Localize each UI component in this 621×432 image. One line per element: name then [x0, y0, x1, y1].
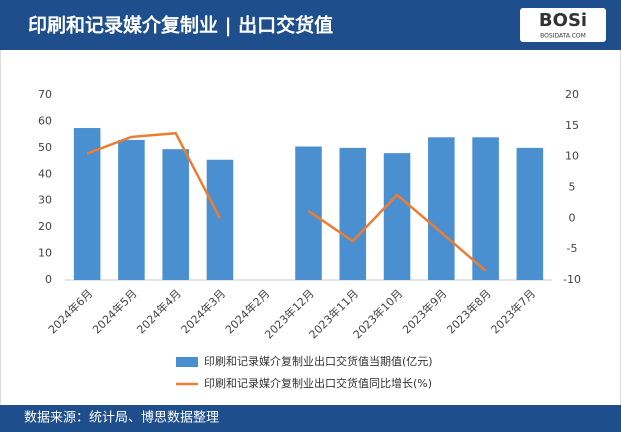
legend-label: 印刷和记录媒介复制业出口交货值同比增长(%): [204, 376, 432, 390]
bar: [428, 137, 455, 280]
y-tick-label: 70: [38, 88, 52, 101]
y-tick-label: 10: [38, 247, 52, 260]
legend-label: 印刷和记录媒介复制业出口交货值当期值(亿元): [204, 354, 433, 368]
bar: [162, 149, 189, 280]
y2-tick-label: 0: [569, 211, 576, 224]
logo: BOSi: [539, 10, 587, 31]
chart-title: 印刷和记录媒介复制业 | 出口交货值: [28, 14, 333, 37]
line: [86, 131, 222, 219]
bar: [383, 153, 411, 280]
bar: [516, 147, 544, 280]
bar: [472, 137, 499, 280]
bar: [206, 159, 234, 280]
bar: [295, 146, 322, 280]
footer: [0, 405, 621, 432]
header: [0, 0, 621, 50]
y2-tick-label: 15: [565, 119, 579, 132]
y-tick-label: 40: [38, 167, 52, 180]
bar: [118, 139, 145, 280]
source: 数据来源：统计局、博思数据整理: [24, 411, 219, 426]
y-tick-label: 50: [38, 141, 52, 154]
y2-tick-label: -10: [563, 273, 581, 286]
logo-box: [520, 8, 606, 42]
legend-swatch: [176, 357, 198, 367]
y2-tick-label: 10: [565, 150, 579, 163]
y-tick-label: 20: [38, 220, 52, 233]
y-tick-label: 0: [45, 273, 52, 286]
y2-tick-label: 5: [569, 181, 576, 194]
y-tick-label: 60: [38, 114, 52, 127]
logo-site: BOSIDATA.COM: [540, 33, 586, 40]
bar: [339, 147, 367, 280]
y2-tick-label: 20: [565, 88, 579, 101]
y2-tick-label: -5: [567, 242, 578, 255]
y-tick-label: 30: [38, 194, 52, 207]
line: [307, 193, 487, 272]
